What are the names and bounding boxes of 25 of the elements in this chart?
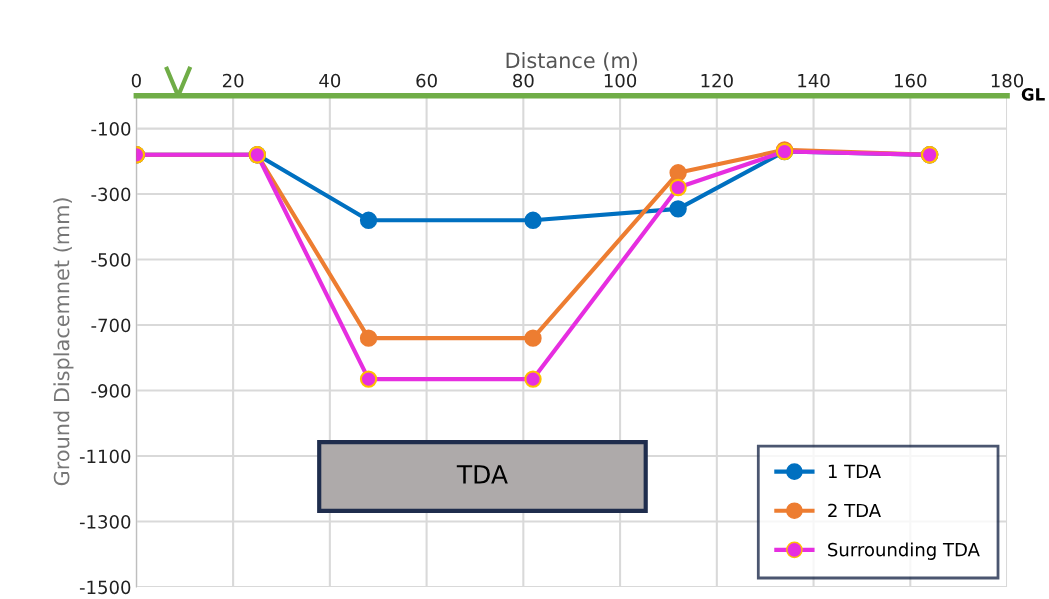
- x-tick-label: 0: [131, 73, 141, 88]
- legend-label: Surrounding TDA: [828, 542, 980, 560]
- x-tick-label: 80: [513, 73, 534, 88]
- x-tick-label: 20: [222, 73, 244, 88]
- x-tick-label: 40: [319, 73, 341, 88]
- x-tick-label: 100: [604, 73, 637, 88]
- y-tick-label: -1100: [79, 449, 131, 464]
- y-tick-label: -100: [91, 122, 131, 136]
- x-tick-label: 160: [895, 73, 927, 88]
- y-tick-label: -1500: [79, 580, 131, 595]
- annotation: TDA: [456, 465, 508, 484]
- y-axis-title: Ground Displacemnet (mm): [53, 198, 74, 486]
- x-tick-label: 180: [991, 73, 1024, 88]
- y-tick-label: -1300: [79, 514, 131, 529]
- x-axis-title: Distance (m): [506, 52, 638, 71]
- y-tick-label: -700: [91, 318, 131, 333]
- x-tick-label: 120: [701, 73, 733, 88]
- y-tick-label: -900: [91, 384, 131, 398]
- x-tick-label: 140: [798, 73, 830, 88]
- legend-label: 1 TDA: [828, 464, 881, 478]
- legend-label: 2 TDA: [828, 503, 881, 518]
- y-tick-label: -300: [91, 187, 131, 202]
- x-tick-label: 60: [416, 73, 437, 88]
- y-tick-label: -500: [91, 253, 131, 267]
- text: GL: [1021, 88, 1045, 101]
